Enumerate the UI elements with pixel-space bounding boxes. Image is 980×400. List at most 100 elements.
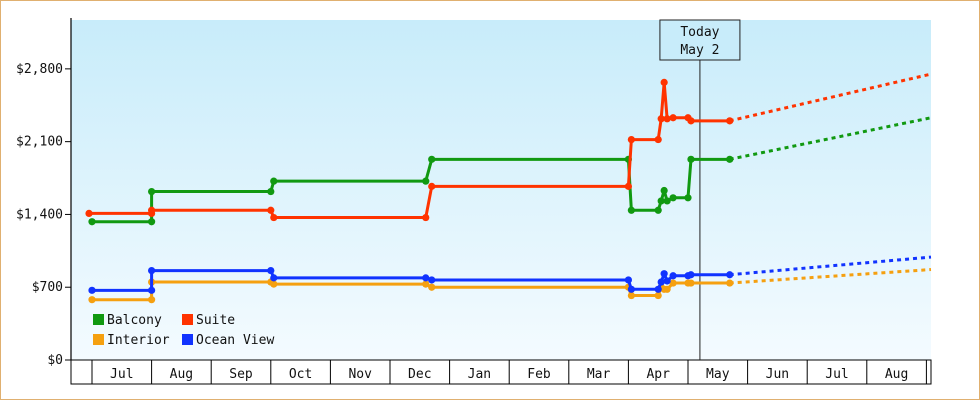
data-point [624,182,633,190]
series-ocean-view [88,255,932,294]
data-point [669,194,677,202]
legend: Balcony Suite Interior Ocean View [93,313,274,348]
data-point [88,286,96,294]
x-tick-label: Sep [229,367,253,382]
data-point [663,285,671,293]
data-point [654,206,662,214]
series-group [85,72,932,304]
data-point [726,155,734,163]
data-point [422,177,430,185]
data-point [422,274,430,282]
data-point [148,187,156,196]
legend-swatch-interior [93,334,104,345]
today-box [659,19,741,61]
data-point [428,182,436,190]
data-point [627,285,635,293]
data-point [687,155,695,163]
series-interior [88,268,932,304]
data-point [267,266,275,275]
y-tick-label: $2,100 [16,135,63,150]
data-point [270,280,278,288]
data-point [624,276,633,284]
data-point [267,206,275,214]
data-point [654,285,662,293]
x-axis-band [70,359,932,385]
legend-label-interior: Interior [107,333,170,348]
x-tick-label: Aug [170,367,193,382]
y-tick-label: $0 [47,353,63,368]
data-point [148,266,156,275]
data-point [657,278,665,286]
legend-swatch-suite [182,314,193,325]
legend-label-balcony: Balcony [107,313,162,328]
x-tick-label: May [706,367,730,382]
data-point [627,206,635,214]
data-point [669,279,677,287]
data-point [267,187,275,196]
x-tick-label: Dec [408,367,431,382]
data-point [657,197,665,205]
data-point [663,277,671,285]
data-point [148,296,156,304]
x-tick-label: Jun [766,367,789,382]
data-point [726,271,734,279]
data-point [660,186,668,195]
data-point [270,213,278,222]
data-point [270,177,278,185]
data-point [148,218,156,226]
legend-swatch-balcony [93,314,104,325]
x-tick-label: Jan [468,367,491,382]
legend-swatch-ocean-view [182,334,193,345]
data-point [627,291,635,300]
x-tick-label: Mar [587,367,611,382]
data-point [428,276,436,284]
data-point [422,213,430,222]
data-point [663,197,671,205]
today-marker: Today May 2 [659,19,741,360]
data-point [663,115,671,123]
data-point [669,114,677,122]
data-point [654,291,662,300]
data-point [627,135,635,144]
forecast-line-interior [729,268,932,285]
legend-label-suite: Suite [196,313,235,328]
data-point [669,272,677,280]
data-point [684,194,692,202]
x-tick-label: Oct [289,367,312,382]
plot-area [71,20,931,360]
x-tick-label: Feb [527,367,551,382]
today-date: May 2 [680,43,719,58]
today-label: Today [680,25,719,40]
data-point [687,117,695,125]
forecast-line-ocean-view [729,255,932,277]
x-tick-label: Jul [825,367,848,382]
data-point [148,206,156,214]
series-balcony [88,116,932,226]
data-point [270,274,278,282]
y-tick-label: $2,800 [16,62,63,77]
series-suite [85,72,932,222]
data-point [660,78,668,86]
data-point [687,279,695,287]
data-point [660,270,668,278]
data-point [85,209,93,217]
data-point [428,155,436,163]
data-point [726,279,734,287]
data-point [687,271,695,279]
forecast-line-balcony [729,116,932,161]
data-point [428,283,436,291]
data-point [88,218,96,226]
data-point [657,115,665,123]
x-tick-label: Apr [646,367,670,382]
y-tick-label: $700 [32,280,63,295]
data-point [88,296,96,304]
x-tick-label: Nov [348,367,372,382]
legend-label-ocean-view: Ocean View [196,333,274,348]
y-tick-label: $1,400 [16,207,63,222]
data-point [422,280,430,288]
x-tick-label: Jul [110,367,133,382]
data-point [148,286,156,294]
axes: $0 $700 $1,400 $2,100 $2,800 Jul Aug Sep Oct Nov D… [16,18,932,385]
x-tick-label: Aug [885,367,908,382]
